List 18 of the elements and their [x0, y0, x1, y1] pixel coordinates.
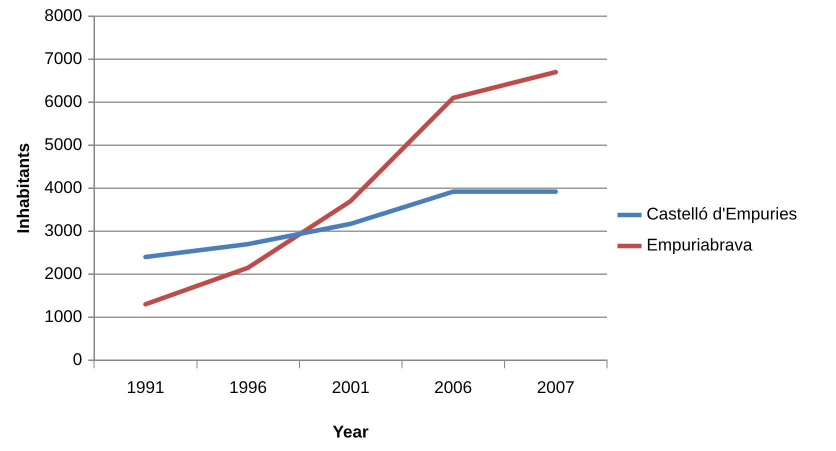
y-tick-label: 3000	[44, 220, 82, 240]
x-tick-label: 1996	[229, 378, 267, 398]
x-tick-label: 1991	[126, 378, 164, 398]
x-tick-label: 2001	[332, 378, 370, 398]
y-tick-label: 2000	[44, 264, 82, 283]
y-tick-label: 1000	[44, 306, 82, 326]
legend-label: Castelló d'Empuries	[646, 204, 798, 224]
y-tick-label: 4000	[44, 178, 82, 197]
y-tick-label: 7000	[44, 48, 82, 68]
y-tick-label: 8000	[44, 6, 82, 25]
legend-label: Empuriabrava	[646, 236, 753, 255]
y-tick-label: 5000	[44, 134, 82, 154]
y-tick-label: 6000	[44, 92, 82, 111]
y-tick-label: 0	[72, 350, 82, 369]
x-tick-label: 2007	[536, 378, 575, 398]
x-axis-title: Year	[332, 422, 369, 442]
x-tick-label: 2006	[434, 378, 472, 398]
y-axis-title: Inhabitants	[14, 142, 33, 234]
